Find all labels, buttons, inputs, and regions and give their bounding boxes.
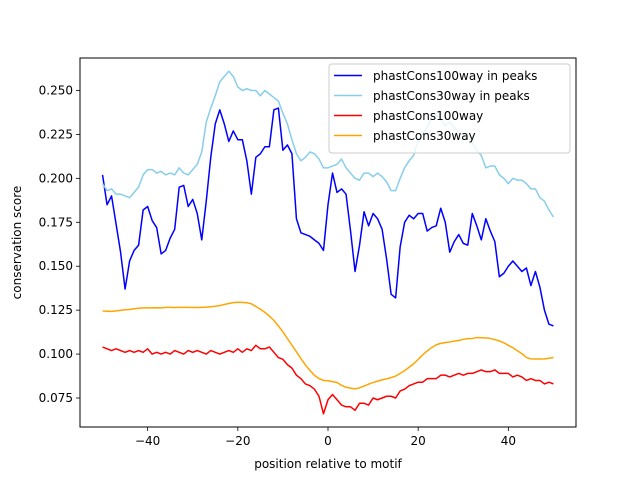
legend-label-phastcons30way-in-peaks: phastCons30way in peaks (373, 89, 530, 103)
series-line-phastcons30way (102, 301, 554, 390)
x-tick-label: −40 (135, 434, 160, 448)
x-tick-label: 40 (501, 434, 516, 448)
y-axis-label: conservation score (10, 186, 24, 300)
x-tick-label: 20 (411, 434, 426, 448)
legend-box (328, 63, 571, 154)
series-line-phastcons100way (102, 344, 554, 415)
legend-label-phastcons100way: phastCons100way (373, 109, 483, 123)
y-tick-label: 0.200 (39, 171, 73, 185)
series-line-phastcons100way-in-peaks (101, 107, 554, 327)
y-tick-label: 0.250 (39, 84, 73, 98)
x-tick-label: −20 (225, 434, 250, 448)
x-axis: −40 −20 0 20 40 (135, 427, 516, 448)
y-tick-label: 0.175 (39, 215, 73, 229)
y-axis: 0.075 0.100 0.125 0.150 0.175 0.200 0.225 0.250 (39, 84, 80, 405)
legend: phastCons100way in peaks phastCons30way i… (328, 63, 571, 154)
y-tick-label: 0.225 (39, 127, 73, 141)
y-tick-label: 0.075 (39, 391, 73, 405)
legend-label-phastcons100way-in-peaks: phastCons100way in peaks (373, 69, 537, 83)
x-tick-label: 0 (324, 434, 332, 448)
x-axis-label: position relative to motif (254, 457, 402, 471)
y-tick-label: 0.125 (39, 303, 73, 317)
y-tick-label: 0.100 (39, 347, 73, 361)
y-tick-label: 0.150 (39, 259, 73, 273)
legend-label-phastcons30way: phastCons30way (373, 129, 476, 143)
